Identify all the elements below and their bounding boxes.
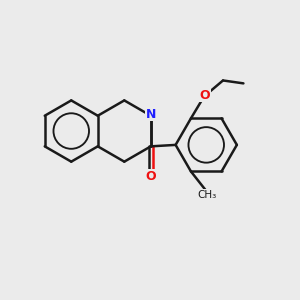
Text: N: N: [146, 108, 156, 121]
Text: O: O: [199, 88, 210, 101]
Text: O: O: [146, 170, 156, 183]
Text: CH₃: CH₃: [197, 190, 217, 200]
